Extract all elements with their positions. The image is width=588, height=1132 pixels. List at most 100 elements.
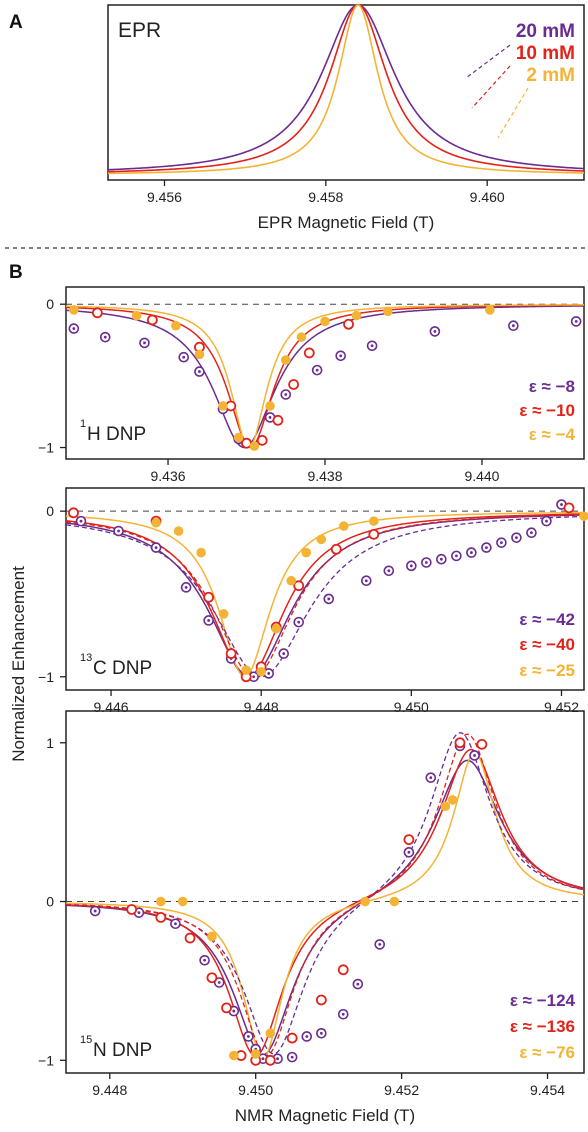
c13-point-20mm	[383, 565, 395, 577]
n15-dnp-chart: 9.448 9.450 9.452 9.454 1 0 −1 15 N DNP ε ≈ −1…	[38, 710, 585, 1098]
c13-point-10mm	[563, 502, 575, 514]
n15-fit-line	[65, 748, 585, 1057]
n15-point-10mm	[454, 737, 466, 749]
h1-point-20mm	[139, 337, 150, 349]
c13-epsilon-10mm: ε ≈ −40	[519, 635, 575, 654]
c13-y-tick-label: −1	[38, 669, 54, 685]
n15-epsilon-10mm: ε ≈ −136	[510, 1017, 575, 1036]
n15-point-10mm	[286, 1032, 298, 1044]
h1-point-10mm	[272, 414, 284, 426]
h1-label-superscript: 1	[80, 418, 86, 430]
n15-point-20mm	[170, 918, 181, 930]
n15-point-2mm	[177, 896, 188, 907]
n15-label-superscript: 15	[80, 1034, 92, 1046]
c13-point-2mm	[218, 609, 229, 619]
epr-x-axis-label: EPR Magnetic Field (T)	[258, 213, 435, 232]
h1-y-tick-label: −1	[38, 440, 54, 456]
epr-x-tick-label: 9.458	[308, 189, 343, 205]
h1-point-2mm	[485, 305, 495, 315]
c13-point-2mm	[151, 517, 161, 528]
h1-epsilon-2mm: ε ≈ −4	[529, 425, 576, 444]
nmr-x-axis-label: NMR Magnetic Field (T)	[235, 1106, 415, 1125]
h1-point-20mm	[366, 340, 378, 352]
c13-point-20mm	[203, 615, 214, 626]
c13-point-20mm	[360, 575, 372, 587]
n15-point-2mm	[156, 896, 166, 907]
n15-point-20mm	[199, 954, 210, 966]
c13-fit-line	[65, 511, 585, 678]
h1-dnp-chart: 9.436 9.438 9.440 0 −1 1 H DNP ε ≈ −8 ε ≈ −1…	[38, 286, 585, 484]
c13-point-10mm	[68, 507, 79, 519]
h1-fit-line	[65, 304, 585, 449]
c13-point-20mm	[436, 553, 447, 565]
epr-title: EPR	[118, 19, 161, 42]
epr-curves	[107, 4, 585, 175]
epr-chart: EPR 20 mM 10 mM 2 mM 9.456 9.458 9.460 EPR…	[107, 4, 585, 232]
n15-point-10mm	[206, 972, 218, 984]
h1-point-20mm	[194, 366, 205, 377]
n15-point-20mm	[316, 1028, 327, 1039]
h1-point-20mm	[68, 323, 80, 334]
h1-point-20mm	[335, 350, 346, 362]
c13-point-2mm	[301, 547, 312, 558]
c13-point-20mm	[150, 542, 162, 553]
h1-y-tick-label: 0	[46, 296, 54, 312]
n15-epsilon-20mm: ε ≈ −124	[510, 991, 576, 1010]
c13-x-tick-label: 9.452	[544, 699, 579, 715]
h1-point-2mm	[265, 401, 275, 411]
c13-point-20mm	[323, 593, 335, 605]
h1-point-20mm	[99, 331, 111, 343]
n15-x-tick-label: 9.452	[384, 1082, 419, 1098]
n15-point-2mm	[265, 1028, 276, 1039]
c13-point-2mm	[173, 526, 184, 536]
n15-point-10mm	[221, 1002, 232, 1014]
epr-x-axis: 9.456 9.458 9.460	[147, 180, 505, 205]
c13-point-20mm	[451, 550, 462, 562]
c13-x-tick-label: 9.446	[94, 699, 129, 715]
n15-label: N DNP	[93, 1040, 152, 1061]
h1-point-10mm	[256, 434, 268, 446]
h1-point-2mm	[194, 349, 205, 360]
c13-point-20mm	[496, 537, 507, 548]
h1-point-10mm	[288, 379, 300, 390]
n15-point-10mm	[403, 834, 415, 846]
c13-point-10mm	[203, 591, 215, 603]
c13-plot-area: 9.446 9.448 9.450 9.452 0 −1	[38, 499, 588, 715]
c13-point-2mm	[241, 665, 251, 675]
c13-fit-line	[65, 513, 585, 678]
h1-point-20mm	[311, 364, 323, 376]
n15-point-20mm	[213, 977, 225, 988]
h1-point-2mm	[218, 401, 228, 411]
h1-plot-area: 9.436 9.438 9.440 0 −1	[38, 296, 585, 484]
epr-x-tick-label: 9.460	[470, 189, 505, 205]
n15-point-2mm	[207, 931, 217, 942]
n15-epsilon-2mm: ε ≈ −76	[519, 1043, 575, 1062]
epr-line-2mm	[107, 4, 585, 175]
c13-point-2mm	[271, 623, 282, 634]
h1-point-2mm	[382, 306, 393, 317]
c13-point-2mm	[256, 666, 266, 677]
h1-point-2mm	[249, 441, 260, 451]
n15-x-tick-label: 9.448	[92, 1082, 127, 1098]
n15-point-10mm	[184, 932, 196, 944]
h1-point-10mm	[91, 307, 103, 319]
n15-point-10mm	[126, 904, 138, 915]
n15-point-20mm	[352, 978, 364, 990]
legend-leader-20mm	[465, 44, 511, 79]
epr-line-10mm	[107, 4, 585, 173]
n15-point-2mm	[389, 896, 400, 907]
n15-point-20mm	[301, 1031, 313, 1042]
c13-point-2mm	[286, 575, 297, 586]
c13-point-10mm	[225, 648, 237, 659]
h1-point-10mm	[343, 318, 354, 330]
c13-y-tick-label: 0	[46, 503, 54, 519]
n15-fit-line-dashed	[65, 733, 585, 1057]
c13-point-20mm	[263, 668, 274, 679]
n15-point-10mm	[155, 912, 167, 923]
c13-point-2mm	[579, 511, 588, 521]
n15-point-10mm	[476, 738, 488, 750]
n15-fit-line	[65, 759, 585, 1056]
c13-fit-line-dashed	[65, 514, 585, 678]
n15-point-2mm	[250, 1049, 261, 1059]
h1-point-20mm	[508, 320, 519, 332]
